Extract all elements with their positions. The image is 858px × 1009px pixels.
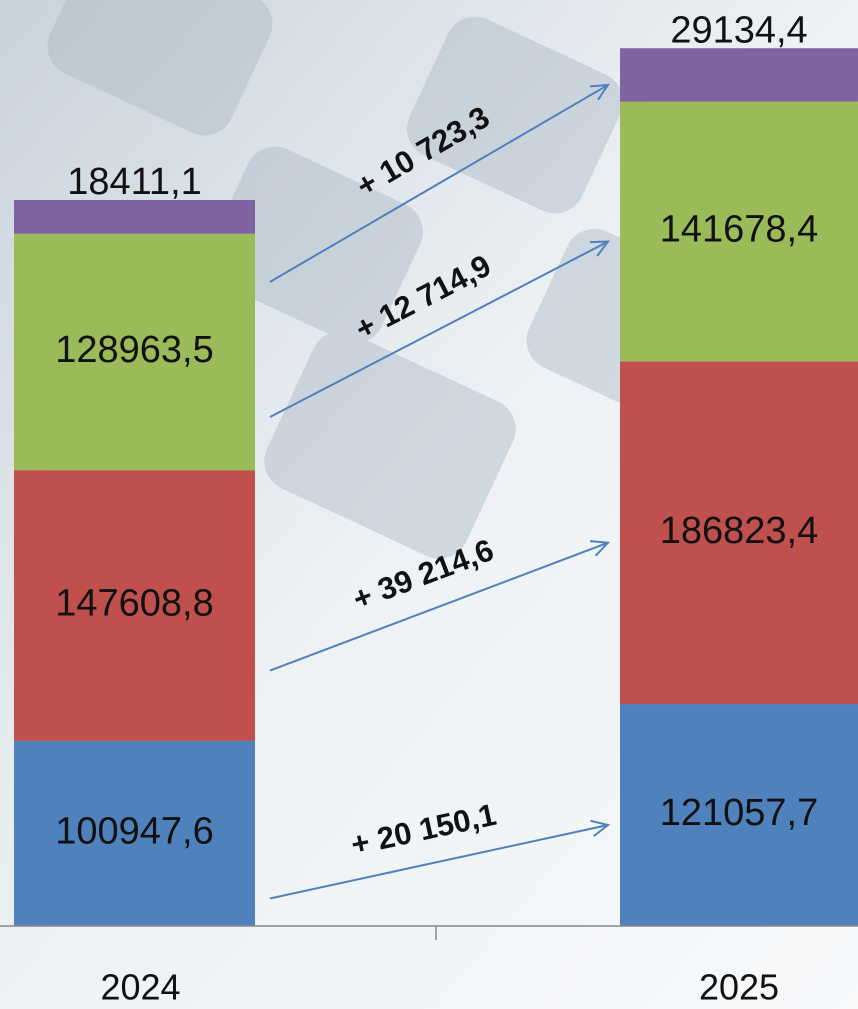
arrow [269,240,609,418]
value-label: 18411,1 [67,161,202,203]
bar-segment [14,740,255,926]
arrow-head [590,819,611,837]
value-label: 186823,4 [660,510,819,552]
bar-segment [14,470,255,741]
value-label: 121057,7 [660,792,819,834]
x-tick-label: 2025 [699,967,779,1008]
arrow-head [589,540,611,557]
value-label: 29134,4 [670,9,807,51]
bar-segment [14,199,255,234]
bar-segment [14,233,255,471]
bar-segment [620,361,858,705]
arrow [269,824,609,900]
value-label: 128963,5 [55,329,214,371]
value-label: 141678,4 [660,209,819,251]
x-tick-label: 2024 [100,967,180,1008]
bar-segment [620,704,858,926]
arrow-head [589,240,611,257]
arrow [269,84,609,283]
bar-segment [620,101,858,362]
arrow-head [589,83,610,101]
bar-segment [620,48,858,102]
value-label: 147608,8 [55,583,214,625]
value-label: 100947,6 [55,810,214,852]
arrow [269,541,609,672]
